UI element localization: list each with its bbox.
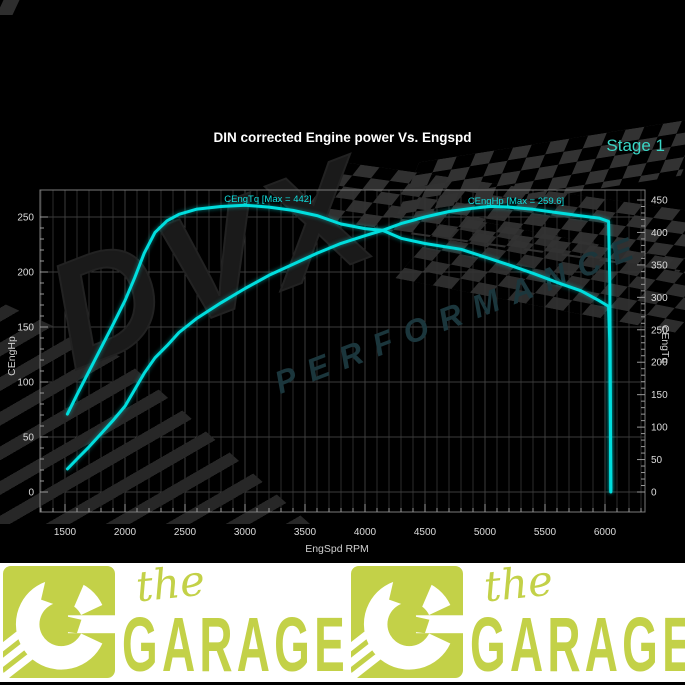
garage-g-wrench-icon [2, 566, 116, 678]
garage-g-wrench-icon [350, 566, 464, 678]
cenghp-curve [65, 204, 613, 494]
y-axis-title-right: CEngTq [659, 324, 671, 364]
svg-text:2000: 2000 [114, 527, 137, 538]
svg-text:5500: 5500 [534, 527, 557, 538]
svg-text:2500: 2500 [174, 527, 197, 538]
svg-text:50: 50 [23, 433, 35, 444]
chart-title: DIN corrected Engine power Vs. Engspd [213, 130, 472, 145]
torque-curve-label: CEngTq [Max = 442] [224, 194, 312, 205]
svg-text:4000: 4000 [354, 527, 377, 538]
svg-text:150: 150 [17, 323, 34, 334]
logo-garage-text: GARAGE [470, 602, 685, 685]
svg-text:350: 350 [651, 260, 668, 271]
svg-text:1500: 1500 [54, 527, 77, 538]
svg-text:100: 100 [651, 423, 668, 434]
svg-text:250: 250 [651, 325, 668, 336]
svg-text:3500: 3500 [294, 527, 317, 538]
svg-text:50: 50 [651, 455, 663, 466]
y-axis-title-left: CEngHp [6, 336, 18, 376]
svg-text:300: 300 [651, 293, 668, 304]
svg-text:250: 250 [17, 213, 34, 224]
svg-text:0: 0 [28, 488, 34, 499]
svg-text:5000: 5000 [474, 527, 497, 538]
svg-text:4500: 4500 [414, 527, 437, 538]
svg-text:150: 150 [651, 390, 668, 401]
dyno-chart: 1500 2000 2500 3000 3500 4000 4500 5000 5500 6000… [17, 189, 668, 538]
svg-text:3000: 3000 [234, 527, 257, 538]
logo-the-text: the [481, 555, 556, 612]
svg-text:6000: 6000 [594, 527, 617, 538]
stage-label: Stage 1 [606, 136, 665, 155]
power-curve-label: CEngHp [Max = 259.6] [467, 196, 565, 207]
svg-text:400: 400 [651, 228, 668, 239]
logo-the-text: the [133, 555, 208, 612]
cengtq-curve [65, 203, 613, 493]
logo-garage-text: GARAGE [122, 602, 349, 685]
svg-text:100: 100 [17, 378, 34, 389]
svg-text:0: 0 [651, 488, 657, 499]
x-axis-title: EngSpd RPM [305, 543, 369, 555]
svg-text:200: 200 [651, 358, 668, 369]
svg-text:450: 450 [651, 196, 668, 207]
garage-brand-banner: the GARAGE the GARAGE [0, 555, 685, 685]
svg-text:200: 200 [17, 268, 34, 279]
